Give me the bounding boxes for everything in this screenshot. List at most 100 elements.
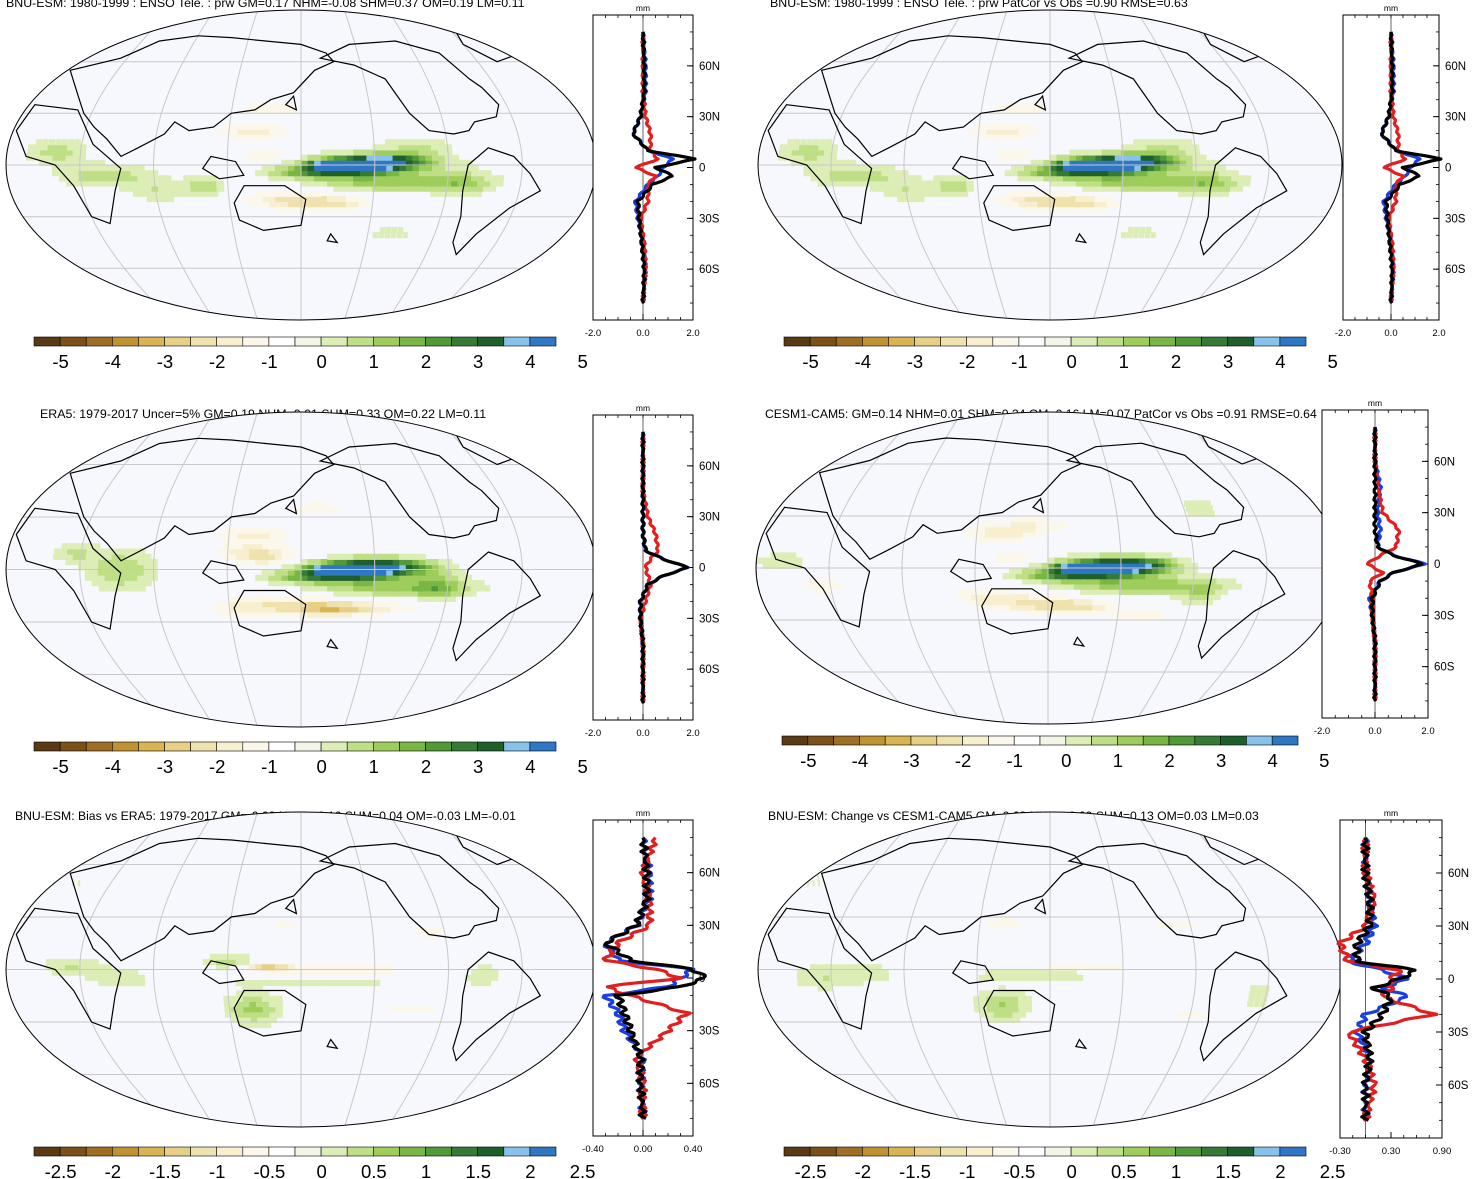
field-cell: [417, 595, 425, 602]
colorbar-swatch: [33, 336, 61, 347]
field-cell: [261, 170, 270, 177]
field-cell: [359, 590, 367, 597]
field-cells: [756, 500, 1242, 621]
field-cell: [1081, 201, 1089, 208]
field-cell: [816, 154, 824, 161]
field-cell: [1120, 144, 1129, 151]
field-cell: [333, 553, 342, 560]
field-cell: [1189, 588, 1197, 595]
field-cell: [1050, 154, 1058, 161]
field-cell: [1158, 578, 1166, 585]
field-cell: [835, 165, 844, 172]
field-cell: [809, 583, 818, 590]
field-cell: [1203, 505, 1213, 512]
field-cell: [288, 190, 296, 197]
field-cell: [288, 601, 296, 608]
field-cell: [895, 180, 903, 187]
field-cell: [209, 959, 217, 966]
colorbar-label: -5: [52, 756, 68, 777]
field-cell: [470, 180, 478, 187]
field-cell: [1247, 1001, 1254, 1008]
field-cell: [1164, 557, 1173, 564]
colorbar-swatch: [1018, 336, 1046, 347]
field-cell: [1087, 206, 1095, 213]
field-cell: [966, 185, 975, 192]
field-cell: [1050, 964, 1058, 971]
field-cell: [803, 969, 811, 976]
field-cell: [848, 170, 857, 177]
colorbar-swatch: [1123, 1146, 1150, 1157]
field-cell: [1140, 159, 1149, 166]
field-cell: [117, 574, 126, 581]
field-cell: [269, 1006, 277, 1013]
field-cell: [1041, 562, 1049, 569]
field-cell: [803, 159, 811, 166]
field-cell: [1075, 180, 1084, 187]
field-cell: [191, 190, 200, 197]
field-cell: [97, 969, 106, 976]
field-cell: [58, 969, 67, 976]
field-cell: [250, 1011, 259, 1018]
field-cell: [1198, 175, 1206, 182]
field-cell: [399, 564, 407, 571]
field-cell: [307, 165, 316, 172]
field-cell: [281, 595, 290, 602]
field-cell: [1254, 995, 1261, 1002]
field-cell: [848, 969, 857, 976]
field-cell: [1080, 583, 1088, 590]
field-cell: [483, 585, 491, 592]
meridian-line: [79, 812, 172, 1127]
field-cell: [237, 1006, 245, 1013]
field-cell: [327, 170, 335, 177]
field-cell: [338, 206, 346, 213]
field-cell: [1159, 180, 1167, 187]
coastline: [767, 907, 873, 1030]
field-cell: [256, 1001, 264, 1008]
field-cell: [398, 149, 407, 156]
colorbar-label: -4: [852, 750, 868, 771]
field-cell: [249, 990, 257, 997]
field-cell: [984, 531, 992, 538]
field-cell: [974, 123, 982, 130]
field-cell: [232, 1016, 240, 1023]
field-cell: [314, 580, 322, 587]
field-cell: [1088, 165, 1097, 172]
field-cell: [392, 564, 401, 571]
field-cell: [386, 569, 394, 576]
field-cell: [953, 180, 961, 187]
field-cell: [218, 611, 227, 618]
field-cell: [250, 527, 258, 534]
field-cell: [484, 974, 492, 981]
field-cell: [1022, 594, 1030, 601]
field-cell: [463, 185, 471, 192]
field-cell: [1015, 552, 1024, 559]
field-cell: [1119, 562, 1127, 569]
colorbar-swatch: [85, 741, 113, 752]
field-cell: [1011, 969, 1019, 976]
field-cell: [294, 969, 302, 976]
colorbar-swatch: [477, 336, 505, 347]
field-cell: [1116, 614, 1123, 621]
field-cell: [1086, 599, 1094, 606]
field-cell: [1004, 170, 1013, 177]
field-cell: [104, 964, 112, 971]
profile-lat-label: 30S: [699, 1026, 720, 1038]
field-cell: [117, 974, 126, 981]
field-cell: [262, 995, 270, 1002]
field-cell: [333, 196, 341, 203]
field-cell: [144, 580, 152, 587]
field-cell: [1112, 552, 1121, 559]
field-cell: [281, 569, 289, 576]
colorbar-swatch: [914, 1146, 941, 1157]
field-cell: [1080, 557, 1088, 564]
field-cell: [110, 165, 119, 172]
colorbar-swatch: [1201, 1146, 1228, 1157]
field-cell: [1050, 969, 1058, 976]
field-cells: [53, 501, 491, 618]
field-cell: [319, 611, 327, 618]
field-cell: [1160, 165, 1168, 172]
field-cell: [1093, 552, 1101, 559]
field-cell: [392, 149, 401, 156]
field-cell: [307, 206, 315, 213]
